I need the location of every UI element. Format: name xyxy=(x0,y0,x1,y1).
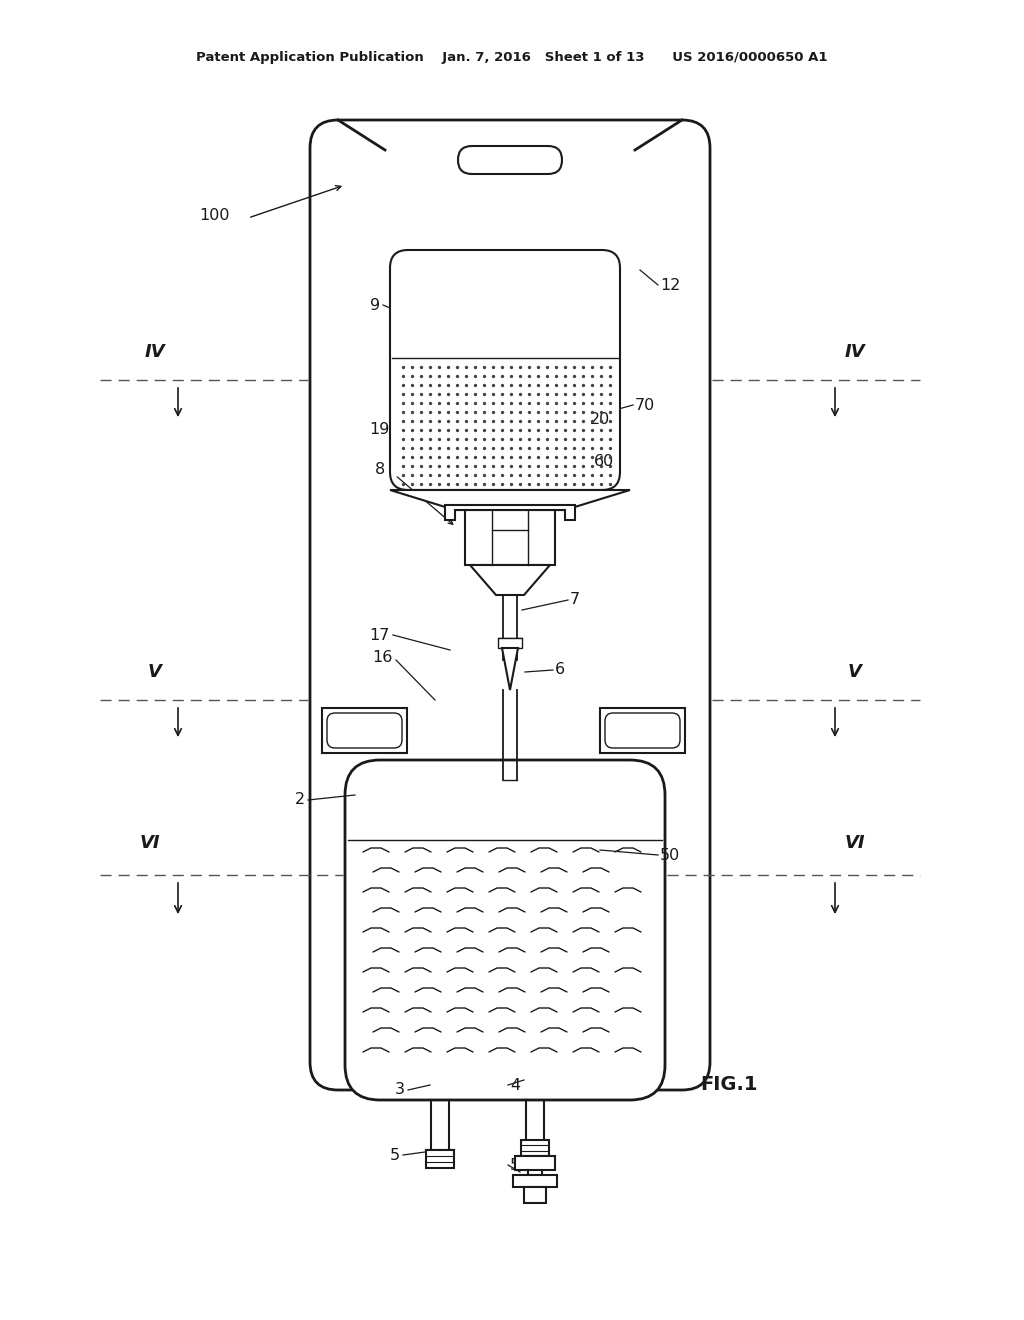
FancyBboxPatch shape xyxy=(605,713,680,748)
Bar xyxy=(600,708,685,752)
Bar xyxy=(513,1175,557,1187)
Text: 19: 19 xyxy=(370,422,390,437)
Text: 20: 20 xyxy=(590,412,610,428)
Text: 8: 8 xyxy=(375,462,385,478)
Text: 5: 5 xyxy=(390,1147,400,1163)
Polygon shape xyxy=(390,490,630,510)
Bar xyxy=(498,638,522,648)
Text: 7: 7 xyxy=(570,593,581,607)
Polygon shape xyxy=(445,506,575,520)
Text: IV: IV xyxy=(845,343,865,360)
FancyBboxPatch shape xyxy=(345,760,665,1100)
Text: VI: VI xyxy=(845,834,865,851)
Polygon shape xyxy=(470,565,550,595)
Bar xyxy=(465,510,555,565)
Bar xyxy=(426,1150,454,1168)
Text: 12: 12 xyxy=(660,277,680,293)
Text: 5: 5 xyxy=(510,1158,520,1172)
FancyBboxPatch shape xyxy=(390,249,620,490)
Bar xyxy=(322,708,407,752)
Bar xyxy=(521,1140,549,1156)
FancyBboxPatch shape xyxy=(310,120,710,1090)
Bar xyxy=(515,1156,555,1170)
Text: Patent Application Publication    Jan. 7, 2016   Sheet 1 of 13      US 2016/0000: Patent Application Publication Jan. 7, 2… xyxy=(197,51,827,65)
Text: 17: 17 xyxy=(370,627,390,643)
Text: 3: 3 xyxy=(395,1082,406,1097)
FancyBboxPatch shape xyxy=(458,147,562,174)
Text: 16: 16 xyxy=(373,651,393,665)
Text: 2: 2 xyxy=(295,792,305,808)
Text: 4: 4 xyxy=(510,1077,520,1093)
Bar xyxy=(524,1187,546,1203)
Text: 70: 70 xyxy=(635,397,655,412)
Text: 100: 100 xyxy=(200,207,230,223)
Text: V: V xyxy=(848,663,862,681)
Text: FIG.1: FIG.1 xyxy=(700,1076,758,1094)
Text: IV: IV xyxy=(144,343,165,360)
Text: 60: 60 xyxy=(594,454,614,470)
Text: 9: 9 xyxy=(370,297,380,313)
FancyBboxPatch shape xyxy=(327,713,402,748)
Text: V: V xyxy=(148,663,162,681)
Polygon shape xyxy=(502,648,518,690)
Text: 6: 6 xyxy=(555,663,565,677)
Text: VI: VI xyxy=(139,834,161,851)
Text: 50: 50 xyxy=(660,847,680,862)
